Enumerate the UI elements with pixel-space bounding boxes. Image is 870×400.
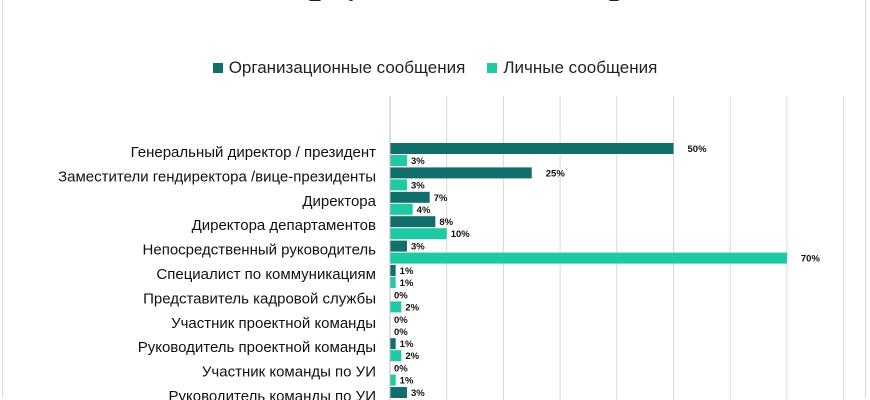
bar-org — [390, 216, 436, 228]
bar-personal — [390, 228, 447, 240]
legend: Организационные сообщения Личные сообщен… — [0, 58, 870, 78]
bar-org — [390, 143, 674, 154]
value-label-personal: 3% — [411, 180, 425, 191]
legend-swatch-org — [212, 63, 223, 73]
bar-org — [390, 387, 408, 398]
bar-personal — [390, 350, 402, 362]
category-label: Непосредственный руководитель — [143, 242, 377, 259]
category-label: Участник проектной команды — [171, 315, 376, 332]
bar-personal — [390, 252, 787, 264]
value-label-personal: 3% — [411, 156, 425, 167]
legend-item-personal: Личные сообщения — [487, 58, 657, 78]
category-label: Представитель кадровой службы — [143, 290, 376, 307]
bar-org — [390, 338, 396, 350]
value-label-org: 3% — [411, 388, 425, 399]
bar-org — [390, 240, 408, 252]
category-label: Заместители гендиректора /вице-президент… — [58, 168, 376, 185]
value-label-personal: 1% — [400, 376, 414, 387]
value-label-org: 0% — [394, 364, 408, 375]
value-label-personal: 2% — [405, 302, 419, 313]
category-label: Генеральный директор / президент — [131, 144, 376, 161]
value-label-org: 50% — [688, 144, 708, 155]
bar-personal — [390, 301, 402, 313]
value-label-org: 8% — [439, 217, 453, 228]
legend-label-personal: Личные сообщения — [503, 58, 658, 77]
legend-item-org: Организационные сообщения — [212, 58, 466, 78]
value-label-org: 1% — [400, 339, 414, 350]
legend-swatch-personal — [487, 63, 498, 73]
value-label-org: 7% — [434, 193, 448, 204]
category-label: Руководитель команды по УИ — [169, 388, 376, 400]
value-label-personal: 1% — [400, 278, 414, 289]
bar-personal — [390, 277, 396, 288]
bar-personal — [390, 155, 408, 166]
clipped-title-fragment — [308, 0, 628, 2]
value-label-personal: 70% — [801, 254, 821, 265]
value-label-org: 3% — [411, 242, 425, 253]
bar-personal — [390, 374, 396, 386]
legend-label-org: Организационные сообщения — [228, 58, 466, 77]
category-label: Директора департаментов — [192, 217, 376, 234]
bar-org — [390, 167, 532, 179]
value-label-org: 1% — [400, 266, 414, 277]
value-label-org: 0% — [394, 315, 408, 326]
value-label-org: 0% — [394, 290, 408, 301]
category-label: Руководитель проектной команды — [138, 339, 376, 356]
bar-org — [390, 265, 396, 276]
bar-personal — [390, 179, 408, 191]
bar-org — [390, 191, 430, 203]
value-label-personal: 2% — [405, 351, 419, 362]
value-label-personal: 10% — [451, 229, 471, 240]
value-label-personal: 0% — [394, 327, 408, 338]
category-label: Участник команды по УИ — [202, 364, 376, 381]
category-label: Специалист по коммуникациям — [156, 266, 376, 283]
value-label-personal: 4% — [417, 205, 431, 216]
bar-personal — [390, 203, 413, 215]
value-label-org: 25% — [546, 168, 566, 179]
category-label: Директора — [302, 193, 376, 210]
